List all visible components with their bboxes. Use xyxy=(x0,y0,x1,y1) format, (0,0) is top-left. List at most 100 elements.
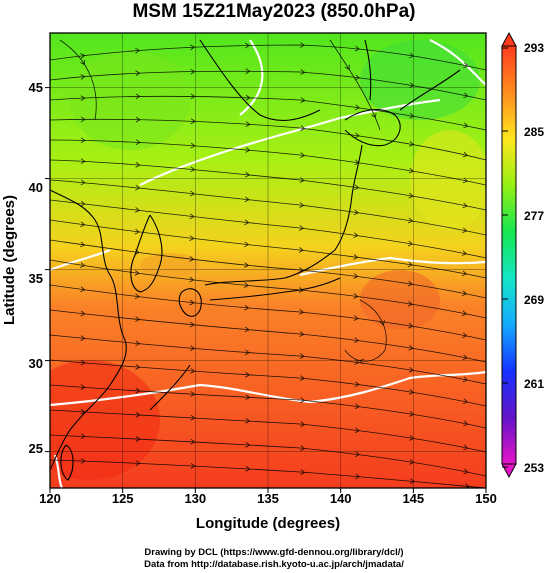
streamline-arrowhead xyxy=(80,137,86,144)
coastline-kyushu xyxy=(178,288,202,317)
streamline-arrowhead xyxy=(299,152,306,158)
streamline-arrowhead xyxy=(300,69,306,75)
streamline-arrowhead xyxy=(462,227,468,234)
streamline-arrowhead xyxy=(189,256,195,262)
streamline-arrowhead xyxy=(299,353,305,359)
streamline-arrowhead xyxy=(300,125,306,131)
streamline-arrowhead xyxy=(135,184,141,191)
x-tick-label: 120 xyxy=(39,491,61,506)
streamline-arrowhead xyxy=(407,240,414,247)
x-axis-title: Longitude (degrees) xyxy=(196,515,340,532)
streamline-arrowhead xyxy=(463,420,469,427)
streamline xyxy=(59,39,97,121)
streamline xyxy=(50,199,486,259)
streamline-arrowhead xyxy=(245,442,251,448)
streamline-arrowhead xyxy=(190,438,196,445)
isotherm-line xyxy=(429,39,486,86)
streamline-arrowhead xyxy=(80,74,86,80)
streamline-arrowhead xyxy=(80,116,86,123)
streamline-arrowhead xyxy=(353,273,359,279)
streamline-arrowhead xyxy=(463,92,469,99)
colorbar-label: 253 xyxy=(524,461,544,475)
streamline-arrowhead xyxy=(244,196,250,203)
streamline-arrowhead xyxy=(80,286,86,293)
isotherm-line xyxy=(299,256,486,277)
streamline-arrowhead xyxy=(80,95,86,102)
streamline-arrowhead xyxy=(407,261,413,268)
y-tick-label: 40 xyxy=(29,180,43,195)
colorbar-ticks xyxy=(502,47,508,468)
streamline-arrowhead xyxy=(299,331,305,337)
streamline-arrowhead xyxy=(462,177,469,184)
streamline-arrowhead xyxy=(461,250,468,256)
streamline-arrowhead xyxy=(135,340,141,347)
streamline-arrowhead xyxy=(190,368,196,374)
streamline-arrowhead xyxy=(245,68,251,75)
streamline-arrowhead xyxy=(298,287,304,293)
streamline-arrowhead xyxy=(244,171,251,178)
streamline-arrowhead xyxy=(244,349,250,356)
streamline-arrowhead xyxy=(353,315,359,321)
streamline-arrowhead xyxy=(409,82,415,88)
streamline-arrowhead xyxy=(190,68,196,75)
graticule xyxy=(50,33,486,488)
plot-area xyxy=(45,32,487,493)
colorbar-bar xyxy=(501,45,517,465)
streamline-arrowhead xyxy=(135,411,141,418)
coastline-russia xyxy=(199,39,321,121)
streamline-arrowhead xyxy=(134,228,140,235)
streamline-arrowhead xyxy=(300,445,306,451)
streamline-arrowhead xyxy=(135,93,141,100)
coastline-hokkaido xyxy=(344,109,401,147)
streamline-arrowhead xyxy=(190,118,196,125)
coastline-korea xyxy=(130,214,163,293)
streamline-arrowhead xyxy=(353,293,359,299)
coastline-taiwan xyxy=(60,444,74,481)
x-tick-label: 145 xyxy=(402,491,424,506)
y-tick-label: 35 xyxy=(29,271,43,286)
x-tick-label: 140 xyxy=(330,491,352,506)
streamline-arrowhead xyxy=(353,209,359,216)
streamline-arrowhead xyxy=(461,310,468,316)
streamline-arrowhead xyxy=(461,270,468,277)
streamline-arrowhead xyxy=(298,247,304,253)
streamline-arrowhead xyxy=(354,45,360,52)
streamline-arrowhead xyxy=(135,161,141,168)
streamline-arrowhead xyxy=(409,459,415,465)
streamline-arrowhead xyxy=(245,417,251,424)
streamline-arrowhead xyxy=(134,207,141,213)
streamline-arrowhead xyxy=(80,433,86,440)
streamline-arrowhead xyxy=(300,469,306,475)
streamline-arrowhead xyxy=(408,322,414,329)
streamline-arrowhead xyxy=(245,466,251,472)
streamline xyxy=(50,459,486,488)
streamline-arrowhead xyxy=(245,42,251,49)
y-tick-label: 45 xyxy=(29,80,43,95)
streamline-arrowhead xyxy=(135,116,141,123)
coastline-honshu-south xyxy=(209,277,341,301)
streamline-arrowhead xyxy=(354,337,360,343)
streamline-arrowhead xyxy=(354,427,360,434)
streamline xyxy=(50,309,486,363)
streamline-arrowhead xyxy=(300,421,306,427)
streamline-arrowhead xyxy=(80,158,86,165)
streamline-arrowhead xyxy=(80,200,86,207)
streamline xyxy=(344,299,387,362)
streamline-arrowhead xyxy=(189,321,195,328)
streamline-arrowhead xyxy=(354,381,360,388)
streamline-arrowhead xyxy=(354,132,360,139)
coastline-continent xyxy=(50,189,127,471)
x-tick-label: 135 xyxy=(257,491,279,506)
streamline-arrowhead xyxy=(299,309,305,315)
streamline-arrowhead xyxy=(245,121,251,127)
streamline-arrowhead xyxy=(245,147,251,153)
colorbar-label: 269 xyxy=(524,293,544,307)
streamline-arrowhead xyxy=(407,280,413,287)
streamline-arrowhead xyxy=(189,213,195,220)
streamline xyxy=(50,95,486,131)
streamline-arrowhead xyxy=(135,387,141,394)
streamline-arrowhead xyxy=(190,166,196,173)
streamline-arrowhead xyxy=(135,364,141,370)
streamline-arrowhead xyxy=(462,376,469,383)
streamline xyxy=(50,219,486,279)
